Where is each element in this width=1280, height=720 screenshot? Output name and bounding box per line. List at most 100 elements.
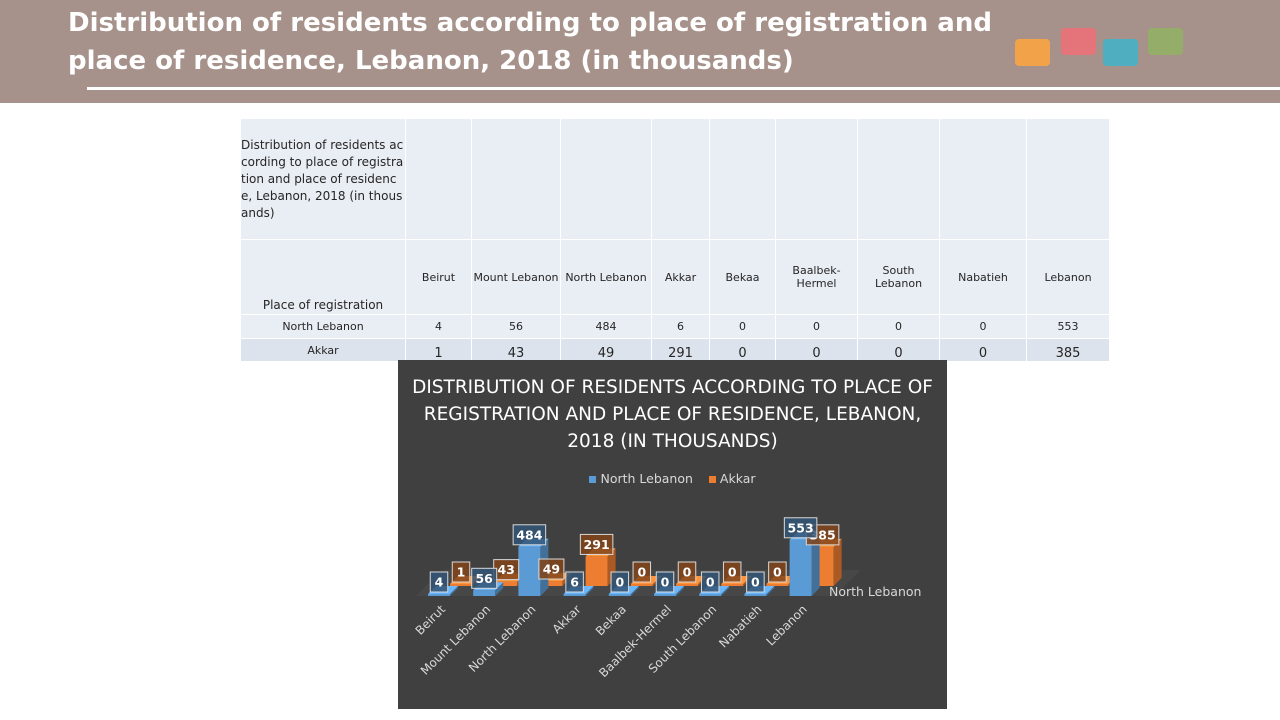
bar xyxy=(766,584,789,586)
chart-title: DISTRIBUTION OF RESIDENTS ACCORDING TO P… xyxy=(412,377,933,452)
data-label: 0 xyxy=(773,565,782,580)
table-cell: 6 xyxy=(651,314,710,339)
legend-swatch xyxy=(708,476,716,483)
empty-cell xyxy=(1026,118,1110,240)
x-tick-label: Nabatieh xyxy=(716,602,764,650)
data-label: 0 xyxy=(661,575,670,590)
empty-cell xyxy=(651,118,710,240)
data-label-box xyxy=(655,571,675,593)
data-label-box xyxy=(746,571,765,593)
data-label-box xyxy=(565,571,584,593)
data-label: 0 xyxy=(728,565,737,580)
x-tick-label: Lebanon xyxy=(763,602,809,648)
bar xyxy=(654,594,676,596)
legend-label: North Lebanon xyxy=(600,471,693,486)
bar xyxy=(585,556,608,586)
bar xyxy=(676,584,698,586)
legend-swatch xyxy=(589,476,597,483)
column-header: Beirut xyxy=(405,239,472,315)
legend-item: Akkar xyxy=(708,471,756,486)
bar xyxy=(608,594,631,596)
empty-cell xyxy=(560,118,652,240)
column-header: Nabatieh xyxy=(939,239,1027,315)
table-cell: 56 xyxy=(471,314,561,339)
data-label-box xyxy=(579,533,614,555)
decor-green-square xyxy=(1148,28,1183,55)
data-label-box xyxy=(429,571,449,593)
table-cell: 0 xyxy=(775,314,858,339)
data-label-box xyxy=(610,571,630,593)
bar xyxy=(518,546,541,596)
bar xyxy=(495,581,518,586)
table-cell: 1 xyxy=(405,338,472,362)
data-label: 4 xyxy=(435,575,444,590)
column-header: Bekaa xyxy=(709,239,776,315)
row-header-label: Place of registration xyxy=(240,239,406,315)
depth-axis-label: North Lebanon xyxy=(829,584,921,599)
table-cell: 484 xyxy=(560,314,652,339)
empty-cell xyxy=(471,118,561,240)
column-header: South Lebanon xyxy=(857,239,940,315)
bar-side xyxy=(495,582,504,596)
table-cell: 553 xyxy=(1026,314,1110,339)
data-label: 0 xyxy=(683,565,692,580)
column-header: Baalbek-Hermel xyxy=(775,239,858,315)
empty-cell xyxy=(857,118,940,240)
row-label: Akkar xyxy=(240,338,406,362)
bar xyxy=(563,594,586,596)
table-cell: 0 xyxy=(857,338,940,362)
data-label-box xyxy=(512,524,547,546)
data-label: 0 xyxy=(751,575,760,590)
empty-cell xyxy=(709,118,776,240)
table-cell: 49 xyxy=(560,338,652,362)
table-header-row: Place of registration Beirut Mount Leban… xyxy=(240,239,1110,315)
table-cell: 0 xyxy=(939,338,1027,362)
data-table: Distribution of residents according to p… xyxy=(240,118,1110,362)
data-label-box xyxy=(451,561,471,583)
bar xyxy=(540,581,563,586)
bar xyxy=(789,539,812,596)
data-label-box xyxy=(722,561,742,583)
data-label: 43 xyxy=(497,562,514,577)
decor-teal-square xyxy=(1103,39,1138,66)
table-row: Akkar 1 43 49 291 0 0 0 0 385 xyxy=(240,338,1110,362)
empty-cell xyxy=(775,118,858,240)
header-band: Distribution of residents according to p… xyxy=(0,0,1280,103)
bar xyxy=(428,594,450,596)
data-label: 0 xyxy=(637,565,646,580)
table-title-row: Distribution of residents according to p… xyxy=(240,118,1110,240)
bar-side xyxy=(585,586,594,596)
table-cell: 4 xyxy=(405,314,472,339)
data-label-box xyxy=(632,561,652,583)
legend-item: North Lebanon xyxy=(589,471,693,486)
table-cell: 0 xyxy=(709,338,776,362)
x-tick-label: Bekaa xyxy=(593,602,629,638)
bar-side xyxy=(766,586,775,596)
column-header: Mount Lebanon xyxy=(471,239,561,315)
data-label-box xyxy=(471,567,498,589)
bar-side xyxy=(811,531,820,596)
bar xyxy=(744,594,767,596)
column-header: North Lebanon xyxy=(560,239,652,315)
table-cell: 0 xyxy=(775,338,858,362)
data-label: 553 xyxy=(788,520,814,535)
bar xyxy=(721,584,744,586)
chart-legend: North Lebanon Akkar xyxy=(398,471,947,486)
bar xyxy=(699,594,722,596)
table-cell: 385 xyxy=(1026,338,1110,362)
column-header: Akkar xyxy=(651,239,710,315)
bar xyxy=(630,584,653,586)
data-label: 1 xyxy=(457,565,466,580)
table-cell: 43 xyxy=(471,338,561,362)
bar-side xyxy=(676,586,684,596)
x-tick-label: Beirut xyxy=(413,602,449,638)
table-cell: 291 xyxy=(651,338,710,362)
bar-side xyxy=(450,586,458,596)
x-tick-label: Akkar xyxy=(550,602,584,636)
data-label-box xyxy=(538,558,565,580)
table-cell: 0 xyxy=(709,314,776,339)
table-row: North Lebanon 4 56 484 6 0 0 0 0 553 xyxy=(240,314,1110,339)
empty-cell xyxy=(939,118,1027,240)
bar xyxy=(450,584,472,586)
